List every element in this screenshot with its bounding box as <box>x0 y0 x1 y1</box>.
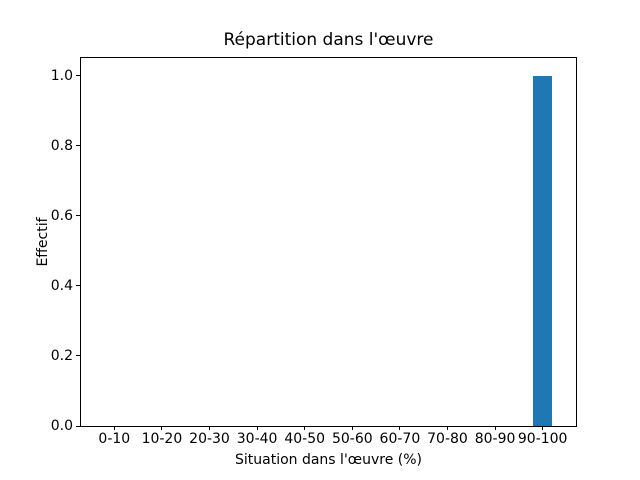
y-axis-label: Effectif <box>35 217 51 267</box>
x-tick-mark <box>209 426 210 430</box>
y-tick-mark <box>76 215 80 217</box>
y-tick-label: 0.0 <box>50 418 73 434</box>
y-tick-label: 0.2 <box>50 347 73 364</box>
x-tick-label: 0-10 <box>98 431 131 447</box>
chart-title: Répartition dans l'œuvre <box>223 30 434 50</box>
y-tick-mark <box>76 355 80 357</box>
x-tick-mark <box>494 426 496 430</box>
y-tick-label: 1.0 <box>50 67 73 84</box>
x-tick-label: 20-30 <box>189 431 230 447</box>
plot-area: 0.0 0.2 0.4 0.6 0.8 1.0 0-10 10-20 20-30 30-40 40-… <box>51 57 577 446</box>
x-tick-mark <box>446 426 448 430</box>
y-tick-label: 0.6 <box>50 207 73 224</box>
y-tick-mark <box>76 145 80 147</box>
x-tick-label: 30-40 <box>236 431 278 447</box>
x-tick-label: 50-60 <box>331 431 373 447</box>
x-tick-label: 90-100 <box>517 431 568 447</box>
y-tick-label: 0.8 <box>50 137 73 154</box>
y-tick-mark <box>76 285 80 287</box>
x-tick-label: 80-90 <box>474 431 516 447</box>
x-tick-mark <box>542 426 544 430</box>
y-tick-label: 0.4 <box>50 277 73 294</box>
x-axis-label: Situation dans l'œuvre (%) <box>234 452 423 468</box>
x-tick-label: 10-20 <box>141 431 183 447</box>
x-tick-label: 40-50 <box>284 431 326 447</box>
bar <box>533 75 553 426</box>
x-tick-label: 70-80 <box>427 431 468 447</box>
y-tick-mark <box>76 75 80 77</box>
x-tick-mark <box>161 426 163 430</box>
x-tick-mark <box>256 426 258 430</box>
x-tick-mark <box>304 426 306 430</box>
x-tick-mark <box>113 426 115 430</box>
y-tick-mark <box>76 425 80 427</box>
x-tick-label: 60-70 <box>379 431 421 447</box>
x-tick-mark <box>351 426 353 430</box>
x-tick-mark <box>399 426 401 430</box>
